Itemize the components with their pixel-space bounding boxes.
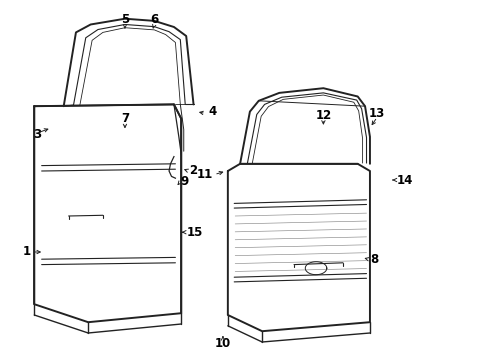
Text: 14: 14	[397, 174, 413, 186]
Text: 10: 10	[215, 337, 231, 350]
Text: 9: 9	[180, 175, 189, 188]
Text: 4: 4	[208, 105, 217, 118]
Text: 8: 8	[370, 253, 378, 266]
Text: 3: 3	[33, 129, 41, 141]
Text: 5: 5	[121, 13, 129, 26]
Text: 11: 11	[197, 168, 213, 181]
Text: 7: 7	[121, 112, 129, 125]
Text: 15: 15	[186, 226, 202, 239]
Text: 6: 6	[150, 13, 158, 26]
Text: 12: 12	[315, 109, 332, 122]
Text: 2: 2	[189, 165, 197, 177]
Text: 13: 13	[369, 107, 386, 120]
Text: 1: 1	[23, 246, 31, 258]
